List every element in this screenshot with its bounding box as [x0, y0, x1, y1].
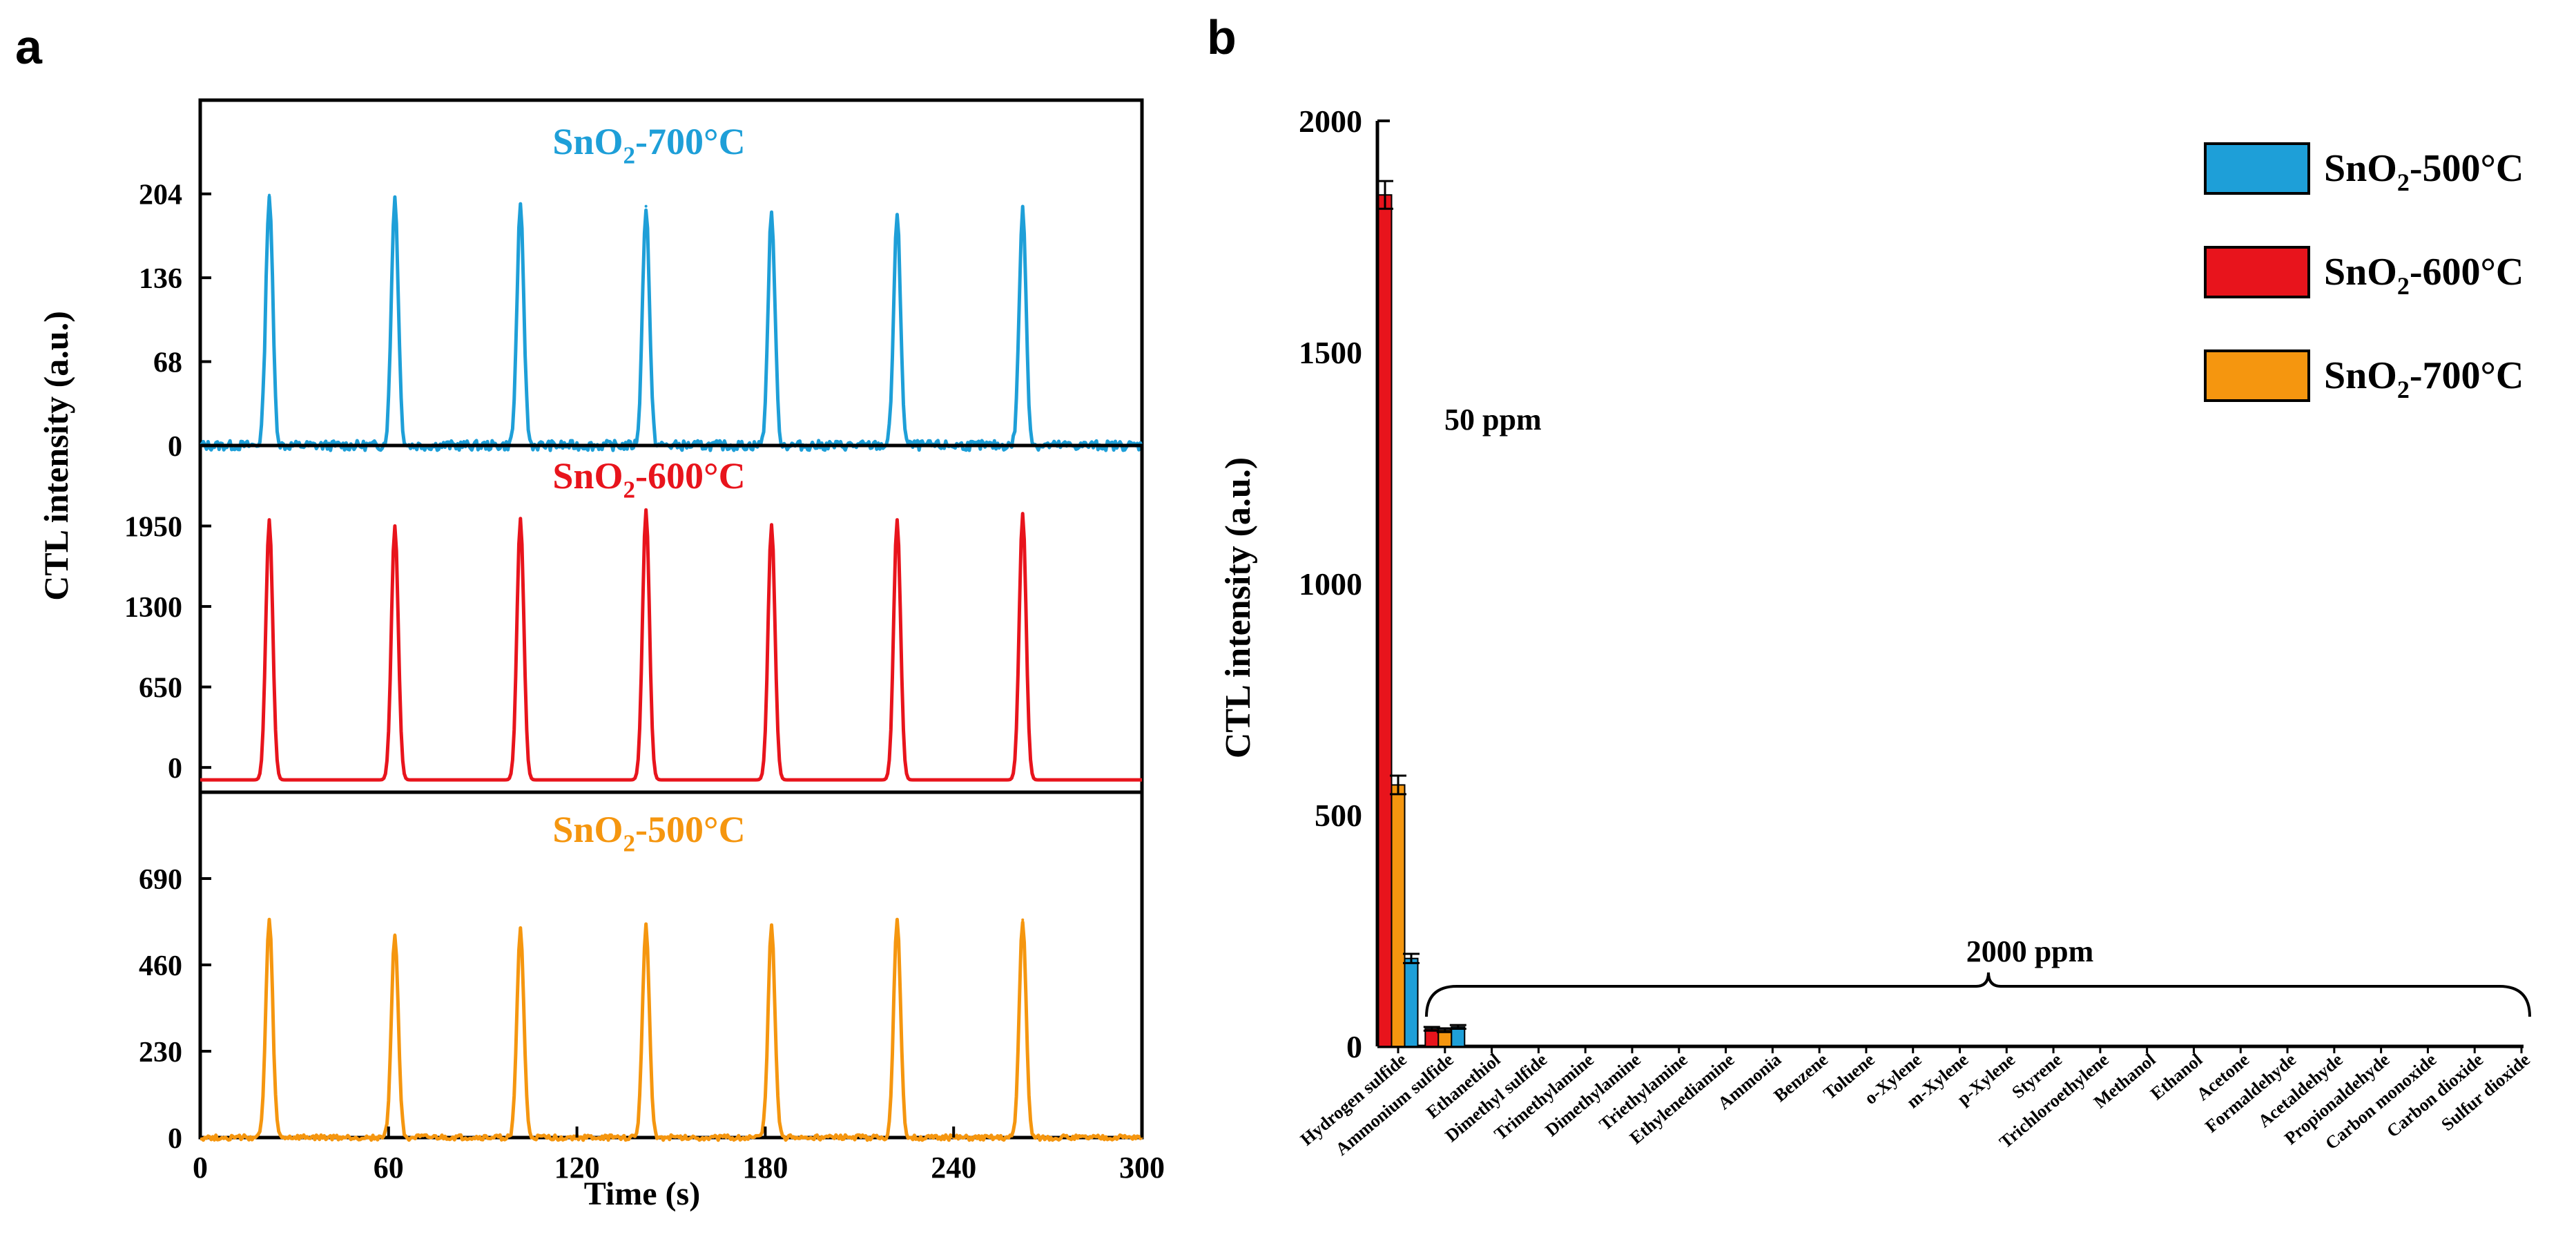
bar	[1451, 1026, 1466, 1047]
panel-b-y-axis-label: CTL intensity (a.u.)	[1219, 457, 1258, 758]
y-tick-label: 460	[139, 950, 182, 982]
y-tick-label: 1000	[1299, 566, 1362, 602]
subplot-title: SnO2-600°C	[552, 455, 745, 504]
peak-point	[770, 926, 773, 929]
peak-point	[1021, 208, 1025, 211]
peak-point	[644, 204, 648, 208]
peak-point	[519, 207, 522, 211]
peak-point	[770, 212, 773, 215]
peak-point	[519, 517, 522, 520]
y-tick-label: 68	[153, 347, 182, 379]
peak-point	[895, 215, 899, 219]
y-tick-label: 500	[1315, 798, 1362, 833]
y-tick-label: 2000	[1299, 104, 1362, 139]
x-tick-label: 0	[193, 1151, 208, 1185]
annotation-2000ppm: 2000 ppm	[1966, 934, 2094, 968]
series-line	[200, 508, 1143, 782]
annotation-50ppm: 50 ppm	[1444, 403, 1542, 437]
x-tick-label: 120	[554, 1151, 600, 1185]
peak-point	[268, 918, 271, 921]
y-tick-label: 0	[168, 431, 182, 463]
category-label: Benzene	[1770, 1049, 1832, 1106]
peak-point	[1021, 918, 1025, 921]
legend-label: SnO2-500°C	[2324, 147, 2524, 196]
panel-a-label: a	[15, 20, 43, 74]
panel-a-axes: 0 68 136 204 SnO2-700°C 0 650 1300 1950 SnO2-600°…	[124, 98, 1165, 1185]
peak-point	[644, 923, 648, 927]
bar	[1404, 957, 1419, 1047]
peak-point	[770, 523, 773, 526]
panel-a-chart: 0 68 136 204 SnO2-700°C 0 650 1300 1950 SnO2-600°…	[37, 98, 1165, 1212]
legend-label: SnO2-600°C	[2324, 251, 2524, 300]
annotation-brace	[1425, 972, 2531, 1017]
panel-a-x-axis-label: Time (s)	[584, 1176, 700, 1212]
y-tick-label: 0	[168, 1123, 182, 1155]
legend: SnO2-500°C SnO2-600°C SnO2-700°C	[2204, 142, 2524, 403]
legend-label: SnO2-700°C	[2324, 354, 2524, 403]
peak-point	[268, 193, 271, 197]
subplot-title: SnO2-500°C	[552, 809, 745, 857]
peak-point	[393, 933, 396, 937]
x-tick-label: 240	[931, 1151, 976, 1185]
y-tick-label: 650	[139, 673, 182, 705]
y-tick-label: 1300	[124, 592, 182, 624]
x-tick-label: 60	[374, 1151, 404, 1185]
legend-swatch	[2204, 246, 2310, 298]
bar	[1377, 194, 1393, 1048]
panel-a-y-axis-label: CTL intensity (a.u.)	[37, 311, 75, 601]
y-tick-label: 204	[139, 180, 182, 211]
x-tick-label: 180	[742, 1151, 788, 1185]
y-tick-label: 0	[1346, 1029, 1362, 1064]
y-tick-label: 230	[139, 1037, 182, 1068]
y-tick-label: 1500	[1299, 335, 1362, 370]
peak-point	[644, 508, 648, 512]
x-tick-label: 300	[1119, 1151, 1165, 1185]
peak-point	[895, 920, 899, 923]
series-line	[200, 917, 1143, 1142]
y-tick-label: 136	[139, 263, 182, 295]
legend-swatch	[2204, 142, 2310, 195]
peak-point	[268, 518, 271, 521]
peak-point	[895, 518, 899, 521]
peak-point	[519, 928, 522, 931]
peak-point	[393, 196, 396, 200]
bar	[1391, 784, 1406, 1047]
legend-swatch	[2204, 349, 2310, 402]
y-tick-label: 0	[168, 753, 182, 785]
y-tick-label: 690	[139, 864, 182, 896]
panel-b-label: b	[1207, 10, 1237, 64]
y-tick-label: 1950	[124, 512, 182, 544]
category-label: Ethanol	[2147, 1049, 2206, 1104]
peak-point	[393, 524, 396, 528]
subplot-title: SnO2-700°C	[552, 121, 745, 169]
subplot-frame	[198, 443, 1144, 794]
peak-point	[1021, 512, 1025, 515]
series-line	[199, 195, 1144, 452]
